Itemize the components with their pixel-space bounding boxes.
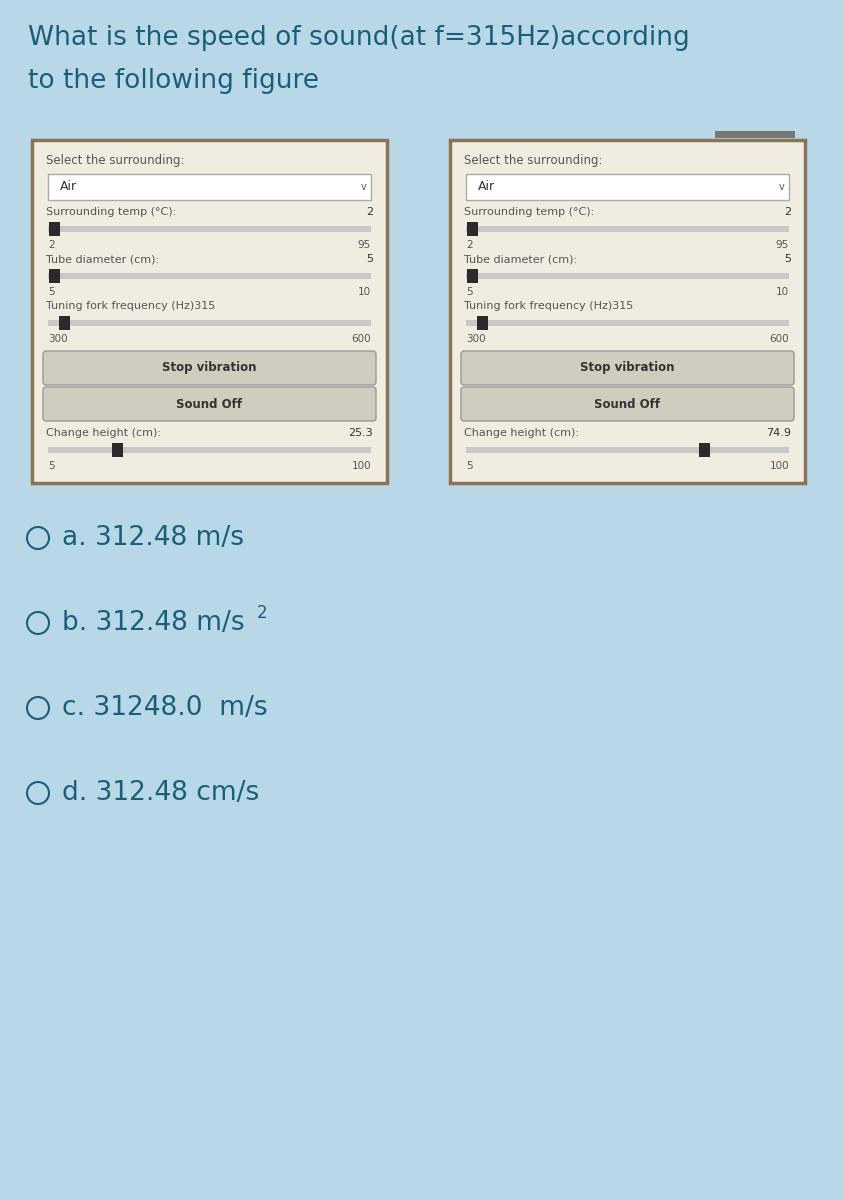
Text: 5: 5: [466, 461, 473, 470]
Bar: [466, 226, 789, 232]
FancyBboxPatch shape: [461, 350, 794, 385]
Text: 100: 100: [770, 461, 789, 470]
FancyBboxPatch shape: [43, 386, 376, 421]
Text: 2: 2: [784, 206, 791, 217]
Text: Change height (cm):: Change height (cm):: [464, 428, 579, 438]
Text: 600: 600: [351, 334, 371, 344]
Text: Tuning fork frequency (Hz)315: Tuning fork frequency (Hz)315: [46, 301, 215, 311]
Text: to the following figure: to the following figure: [28, 68, 319, 94]
Text: 600: 600: [770, 334, 789, 344]
Bar: [477, 316, 488, 330]
Text: What is the speed of sound(at f=315Hz)according: What is the speed of sound(at f=315Hz)ac…: [28, 25, 690, 50]
Bar: [699, 443, 710, 457]
Text: 5: 5: [466, 287, 473, 296]
Text: 5: 5: [48, 461, 55, 470]
Text: 2: 2: [366, 206, 373, 217]
Text: 5: 5: [48, 287, 55, 296]
Bar: [715, 131, 795, 138]
Text: Surrounding temp (°C):: Surrounding temp (°C):: [464, 206, 594, 217]
Text: 2: 2: [466, 240, 473, 250]
Text: 2: 2: [48, 240, 55, 250]
Text: Select the surrounding:: Select the surrounding:: [46, 154, 185, 167]
Text: 74.9: 74.9: [766, 428, 791, 438]
Text: 95: 95: [358, 240, 371, 250]
Text: d. 312.48 cm/s: d. 312.48 cm/s: [62, 780, 259, 806]
Text: 95: 95: [776, 240, 789, 250]
Text: 25.3: 25.3: [349, 428, 373, 438]
Bar: [48, 446, 371, 452]
Text: Air: Air: [478, 180, 495, 193]
FancyBboxPatch shape: [450, 140, 805, 482]
Bar: [50, 222, 61, 236]
Text: v: v: [361, 182, 367, 192]
Bar: [59, 316, 70, 330]
FancyBboxPatch shape: [466, 174, 789, 200]
Bar: [112, 443, 123, 457]
Text: Stop vibration: Stop vibration: [162, 361, 257, 374]
Bar: [50, 269, 61, 283]
Text: Tube diameter (cm):: Tube diameter (cm):: [464, 254, 577, 264]
Bar: [468, 269, 479, 283]
Text: Surrounding temp (°C):: Surrounding temp (°C):: [46, 206, 176, 217]
Text: 5: 5: [784, 254, 791, 264]
Bar: [48, 272, 371, 278]
Bar: [468, 222, 479, 236]
Bar: [466, 272, 789, 278]
Text: 300: 300: [48, 334, 68, 344]
Text: Sound Off: Sound Off: [176, 397, 242, 410]
Text: Select the surrounding:: Select the surrounding:: [464, 154, 603, 167]
FancyBboxPatch shape: [32, 140, 387, 482]
Text: 2: 2: [257, 604, 268, 622]
Text: 300: 300: [466, 334, 485, 344]
Text: a. 312.48 m/s: a. 312.48 m/s: [62, 526, 244, 551]
Text: Air: Air: [60, 180, 77, 193]
Bar: [466, 320, 789, 326]
FancyBboxPatch shape: [48, 174, 371, 200]
Text: 100: 100: [351, 461, 371, 470]
Text: b. 312.48 m/s: b. 312.48 m/s: [62, 610, 245, 636]
Text: Tube diameter (cm):: Tube diameter (cm):: [46, 254, 160, 264]
Text: 5: 5: [366, 254, 373, 264]
Text: Change height (cm):: Change height (cm):: [46, 428, 161, 438]
Bar: [48, 226, 371, 232]
Text: 10: 10: [776, 287, 789, 296]
Text: Tuning fork frequency (Hz)315: Tuning fork frequency (Hz)315: [464, 301, 633, 311]
Text: 10: 10: [358, 287, 371, 296]
FancyBboxPatch shape: [461, 386, 794, 421]
FancyBboxPatch shape: [43, 350, 376, 385]
Text: Stop vibration: Stop vibration: [581, 361, 674, 374]
Text: c. 31248.0  m/s: c. 31248.0 m/s: [62, 695, 268, 721]
Text: v: v: [779, 182, 785, 192]
Text: Sound Off: Sound Off: [594, 397, 661, 410]
Bar: [466, 446, 789, 452]
Bar: [48, 320, 371, 326]
